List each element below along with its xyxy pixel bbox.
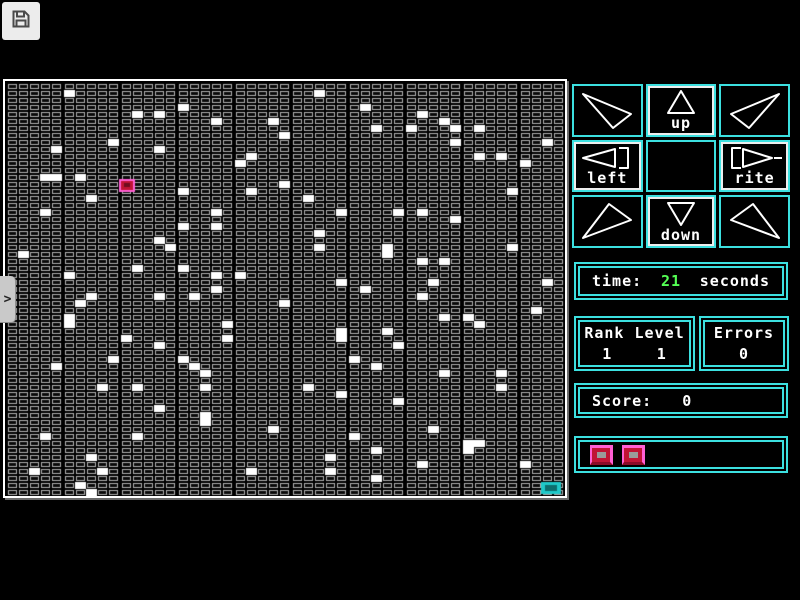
chevron-right-icon: > [3, 291, 12, 307]
score-label: Score: [592, 391, 653, 410]
errors-label: Errors [713, 324, 775, 342]
pad-button-right[interactable]: rite [719, 139, 790, 193]
lives-panel [574, 436, 788, 473]
side-panel-toggle-tab[interactable]: > [0, 276, 16, 323]
rank-value: 1 [602, 345, 613, 363]
errors-panel: Errors 0 [699, 316, 789, 371]
pad-button-down[interactable]: down [645, 195, 717, 248]
arrow-up-right-icon [727, 90, 783, 130]
pad-button-down-left[interactable] [572, 195, 643, 248]
arrow-up-icon [663, 89, 699, 115]
direction-pad: up left rite [572, 84, 790, 248]
arrow-down-left-icon [579, 202, 635, 242]
maze-panel [3, 79, 567, 498]
errors-value: 0 [738, 345, 750, 363]
floppy-disk-icon [10, 8, 32, 34]
life-indicator-core [596, 451, 606, 458]
rank-level-panel: Rank Level 1 1 [574, 316, 695, 371]
time-unit-label: seconds [699, 272, 770, 290]
arrow-right-icon [727, 146, 783, 170]
pad-label-up: up [670, 114, 692, 133]
save-button[interactable] [2, 2, 40, 40]
pad-button-up[interactable]: up [645, 84, 717, 137]
arrow-down-right-icon [727, 202, 783, 242]
time-value: 21 [660, 272, 681, 290]
lives-row [578, 440, 784, 469]
life-indicator-core [628, 451, 638, 458]
pad-center-cell [645, 139, 717, 193]
arrow-up-left-icon [579, 90, 635, 130]
score-value: 0 [682, 391, 693, 410]
pad-button-up-right[interactable] [719, 84, 790, 137]
rank-level-label: Rank Level [584, 324, 685, 342]
life-indicator [622, 444, 645, 465]
pad-button-up-left[interactable] [572, 84, 643, 137]
pad-button-left[interactable]: left [572, 139, 643, 193]
pad-label-down: down [660, 225, 702, 244]
score-panel: Score: 0 [574, 383, 788, 418]
life-indicator [590, 444, 613, 465]
maze-grid-canvas[interactable] [5, 81, 565, 496]
arrow-down-icon [663, 201, 699, 227]
pad-label-rite: rite [734, 168, 775, 187]
pad-button-down-right[interactable] [719, 195, 790, 248]
time-label: time: [592, 272, 643, 290]
arrow-left-icon [579, 146, 635, 170]
level-value: 1 [656, 345, 667, 363]
time-panel: time: 21 seconds [574, 262, 788, 300]
pad-label-left: left [587, 168, 628, 187]
